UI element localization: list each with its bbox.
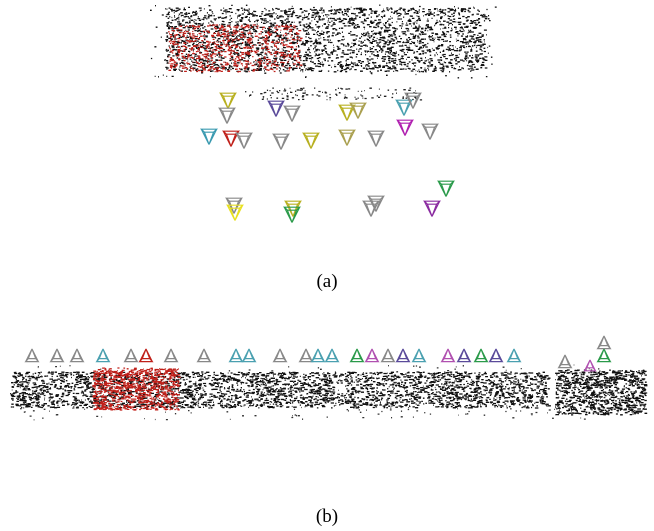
camera xyxy=(220,93,235,108)
camera xyxy=(508,349,521,362)
camera xyxy=(125,349,138,362)
point-cloud xyxy=(245,88,422,100)
camera xyxy=(475,349,488,362)
camera xyxy=(236,133,251,148)
camera xyxy=(413,349,426,362)
camera xyxy=(51,349,64,362)
camera xyxy=(422,124,437,139)
panel-a xyxy=(150,5,497,222)
camera xyxy=(300,349,313,362)
camera xyxy=(201,129,216,144)
camera xyxy=(230,349,243,362)
camera xyxy=(198,349,211,362)
camera xyxy=(312,349,325,362)
figure: (a) (b) xyxy=(0,0,654,531)
camera xyxy=(284,106,299,121)
camera xyxy=(351,349,364,362)
panel-label: (a) xyxy=(316,271,337,292)
camera xyxy=(165,349,178,362)
camera xyxy=(458,349,471,362)
point-cloud xyxy=(10,372,551,408)
camera xyxy=(339,130,354,145)
camera xyxy=(326,349,339,362)
camera xyxy=(585,360,596,371)
camera xyxy=(350,103,365,118)
camera xyxy=(598,349,611,362)
camera xyxy=(598,336,611,349)
camera xyxy=(71,349,84,362)
camera xyxy=(219,108,234,123)
point-cloud xyxy=(555,370,647,415)
camera xyxy=(227,205,242,220)
camera xyxy=(273,134,288,149)
camera xyxy=(490,349,503,362)
camera xyxy=(438,181,453,196)
camera xyxy=(424,201,439,216)
camera xyxy=(26,349,39,362)
camera xyxy=(368,131,383,146)
camera xyxy=(268,101,283,116)
panel-label: (b) xyxy=(316,506,338,527)
panel-b xyxy=(10,336,647,420)
camera xyxy=(559,355,572,368)
camera xyxy=(366,349,379,362)
camera xyxy=(382,349,395,362)
camera xyxy=(97,349,110,362)
camera xyxy=(243,349,256,362)
camera xyxy=(397,349,410,362)
camera xyxy=(397,120,412,135)
camera xyxy=(274,349,287,362)
camera xyxy=(303,133,318,148)
camera xyxy=(140,349,153,362)
camera xyxy=(442,349,455,362)
